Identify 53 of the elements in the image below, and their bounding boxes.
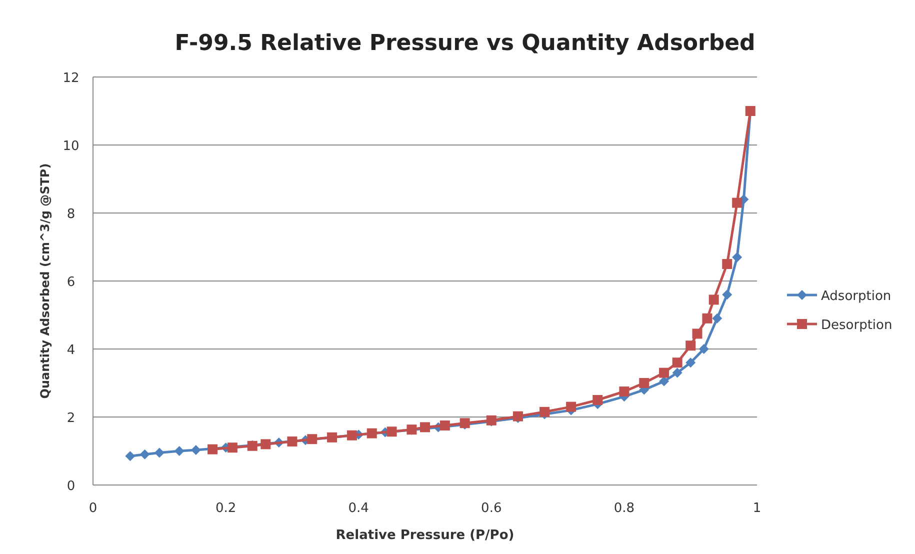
- point: [639, 378, 650, 388]
- point: [287, 436, 298, 446]
- x-tick-label: 0.2: [215, 501, 236, 516]
- legend-label: Adsorption: [821, 289, 892, 304]
- y-tick-label: 0: [66, 479, 76, 494]
- y-tick-label: 4: [66, 343, 76, 358]
- point: [659, 376, 670, 386]
- point: [712, 313, 722, 324]
- x-axis-title: Relative Pressure (P/Po): [336, 528, 514, 543]
- y-tick-label: 8: [66, 207, 76, 222]
- point: [208, 444, 218, 454]
- point: [566, 402, 576, 412]
- point: [386, 426, 397, 437]
- point: [619, 386, 630, 396]
- point: [190, 444, 201, 455]
- y-tick-label: 2: [66, 411, 76, 426]
- point: [686, 358, 696, 368]
- point: [686, 340, 696, 351]
- point: [722, 290, 732, 300]
- point: [708, 294, 719, 305]
- x-tick-label: 1: [752, 501, 762, 516]
- legend-label: Desorption: [821, 318, 892, 333]
- y-axis-title: Quantity Adsorbed (cm^3/g @STP): [38, 163, 52, 399]
- point: [174, 446, 184, 456]
- point: [227, 442, 238, 453]
- point: [346, 430, 357, 440]
- point: [540, 406, 550, 417]
- x-tick-label: 0: [88, 501, 98, 516]
- point: [125, 451, 136, 462]
- point: [672, 368, 682, 378]
- point: [592, 395, 603, 405]
- y-tick-label: 10: [62, 139, 80, 154]
- chart-title: F-99.5 Relative Pressure vs Quantity Adsorbed: [174, 31, 756, 56]
- point: [154, 448, 164, 458]
- point: [307, 434, 318, 444]
- point: [260, 439, 271, 450]
- point: [732, 252, 742, 262]
- point: [732, 198, 742, 208]
- point: [698, 344, 709, 354]
- point: [440, 420, 450, 430]
- x-tick-label: 0.4: [348, 501, 369, 516]
- point: [140, 449, 150, 460]
- point: [420, 422, 430, 432]
- point: [672, 358, 682, 368]
- y-tick-label: 12: [62, 71, 80, 86]
- y-tick-label: 6: [66, 275, 76, 290]
- point: [722, 259, 732, 269]
- point: [692, 328, 702, 339]
- x-tick-label: 0.8: [614, 501, 635, 516]
- point: [659, 368, 670, 378]
- point: [702, 313, 712, 324]
- point: [366, 428, 377, 438]
- x-tick-label: 0.6: [481, 501, 502, 516]
